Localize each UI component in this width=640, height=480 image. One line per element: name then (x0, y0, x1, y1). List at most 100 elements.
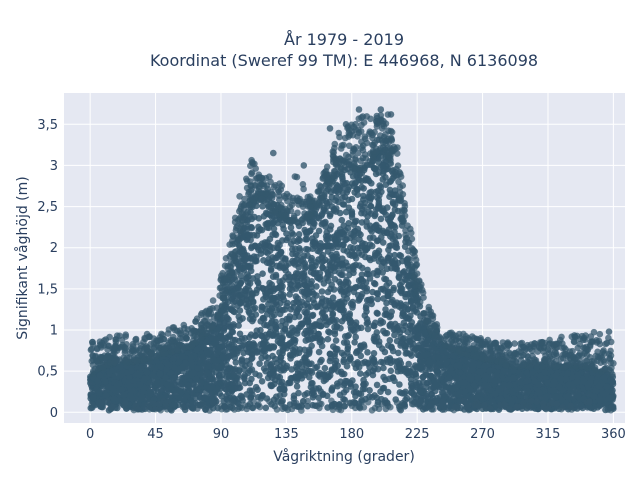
data-point (312, 385, 320, 392)
data-point (452, 385, 460, 392)
data-point (376, 182, 384, 189)
data-point (303, 309, 311, 316)
data-point (254, 273, 261, 280)
data-point (239, 315, 246, 322)
data-point (350, 182, 358, 190)
data-point (311, 270, 318, 277)
data-point (353, 217, 360, 225)
data-point (274, 239, 282, 247)
data-point (125, 382, 133, 390)
data-point (390, 260, 398, 267)
data-point (276, 373, 284, 381)
data-point (294, 277, 301, 285)
data-point (308, 380, 315, 387)
data-point (497, 395, 505, 403)
data-point (248, 224, 256, 232)
data-point (347, 380, 354, 388)
data-point (287, 355, 294, 362)
data-point (271, 300, 278, 308)
data-point (364, 349, 371, 356)
data-point (371, 392, 378, 399)
data-point (365, 193, 372, 201)
data-point (361, 312, 369, 319)
data-point (273, 262, 281, 270)
data-point (274, 293, 282, 301)
data-point (301, 260, 309, 267)
data-point (262, 248, 270, 256)
data-point (247, 262, 254, 269)
data-point (387, 320, 395, 328)
data-point (219, 353, 226, 361)
data-point (399, 312, 406, 320)
data-point (353, 348, 361, 355)
data-point (322, 266, 330, 273)
data-point (141, 375, 149, 382)
data-point (385, 246, 392, 254)
chart-subtitle: Koordinat (Sweref 99 TM): E 446968, N 61… (150, 51, 538, 70)
data-point (326, 372, 334, 379)
data-point (393, 244, 401, 251)
data-point (331, 276, 339, 283)
data-point (379, 345, 386, 353)
data-point (329, 244, 336, 252)
data-point (228, 305, 236, 312)
data-point (364, 325, 372, 333)
data-point (251, 304, 259, 312)
data-point (351, 284, 359, 292)
data-point (310, 391, 318, 399)
data-point (446, 374, 453, 382)
data-point (415, 342, 423, 349)
data-point (288, 324, 296, 332)
data-point (385, 254, 392, 262)
data-point (299, 273, 307, 280)
data-point (292, 293, 300, 300)
data-point (382, 174, 389, 181)
data-point (379, 285, 387, 293)
data-point (456, 369, 464, 376)
data-point (424, 337, 431, 344)
data-point (409, 304, 417, 312)
data-point (373, 381, 381, 389)
data-point (240, 349, 247, 357)
data-point (226, 333, 234, 340)
data-point (102, 378, 109, 385)
data-point (603, 383, 611, 391)
data-point (260, 315, 268, 323)
data-point (348, 195, 356, 203)
chart-title: År 1979 - 2019 (284, 30, 404, 49)
data-point (413, 373, 420, 381)
data-point (333, 194, 340, 201)
data-point (197, 379, 205, 387)
data-point (372, 319, 379, 327)
data-point (257, 226, 264, 233)
data-point (345, 204, 353, 211)
data-point (446, 368, 454, 376)
data-point (467, 375, 475, 382)
data-point (328, 386, 336, 393)
data-point (354, 191, 361, 198)
data-point (286, 342, 294, 350)
data-point (373, 309, 381, 317)
data-point (364, 266, 371, 274)
data-point (247, 236, 254, 244)
data-point (202, 357, 209, 365)
data-point (252, 332, 259, 339)
data-point (205, 349, 212, 357)
data-point (267, 381, 275, 389)
data-point (241, 256, 248, 264)
data-point (389, 198, 397, 206)
data-point (352, 333, 360, 341)
data-point (264, 354, 272, 362)
data-point (370, 279, 378, 287)
data-point (380, 295, 387, 302)
data-point (333, 317, 340, 324)
data-point (366, 275, 374, 282)
data-point (258, 378, 266, 385)
data-point (381, 311, 389, 319)
data-point (380, 373, 387, 381)
data-point (147, 390, 154, 398)
data-point (419, 374, 427, 381)
data-point (269, 273, 277, 281)
data-point (396, 381, 403, 388)
data-point (249, 317, 256, 325)
